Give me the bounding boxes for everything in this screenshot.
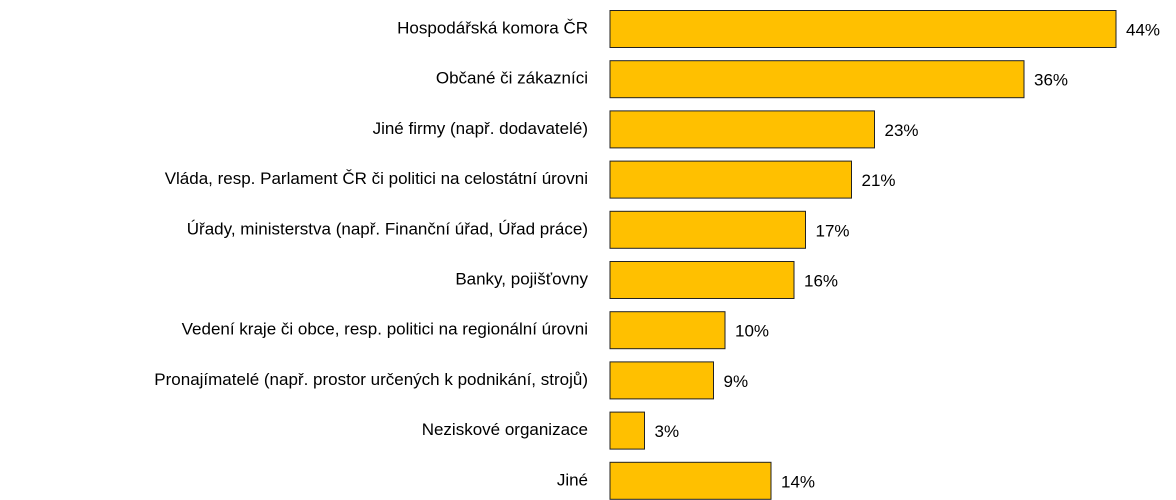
category-label: Vedení kraje či obce, resp. politici na … [182,320,588,339]
category-label: Neziskové organizace [422,420,588,439]
data-label: 9% [724,372,749,391]
bar [609,60,1025,99]
category-label: Banky, pojišťovny [455,269,588,288]
bar [609,261,795,299]
data-label: 44% [1126,20,1160,39]
bar [609,210,806,249]
data-label: 14% [781,472,815,491]
category-label: Jiné [557,470,588,489]
bar [609,110,875,149]
bar [609,361,714,400]
data-label: 10% [735,322,769,341]
category-label: Jiné firmy (např. dodavatelé) [373,119,588,138]
data-label: 3% [655,422,680,441]
data-label: 23% [885,121,919,140]
data-label: 16% [804,271,838,290]
bar [609,311,726,350]
bar [609,461,772,500]
bar [609,411,645,450]
bar [609,10,1117,48]
category-label: Hospodářská komora ČR [397,18,588,37]
bar [609,160,852,199]
category-label: Pronajímatelé (např. prostor určených k … [154,370,588,389]
category-label: Úřady, ministerstva (např. Finanční úřad… [187,219,588,238]
data-label: 17% [816,221,850,240]
category-label: Občané či zákazníci [436,69,588,88]
data-label: 21% [862,171,896,190]
data-label: 36% [1034,71,1068,90]
category-label: Vláda, resp. Parlament ČR či politici na… [165,169,588,188]
